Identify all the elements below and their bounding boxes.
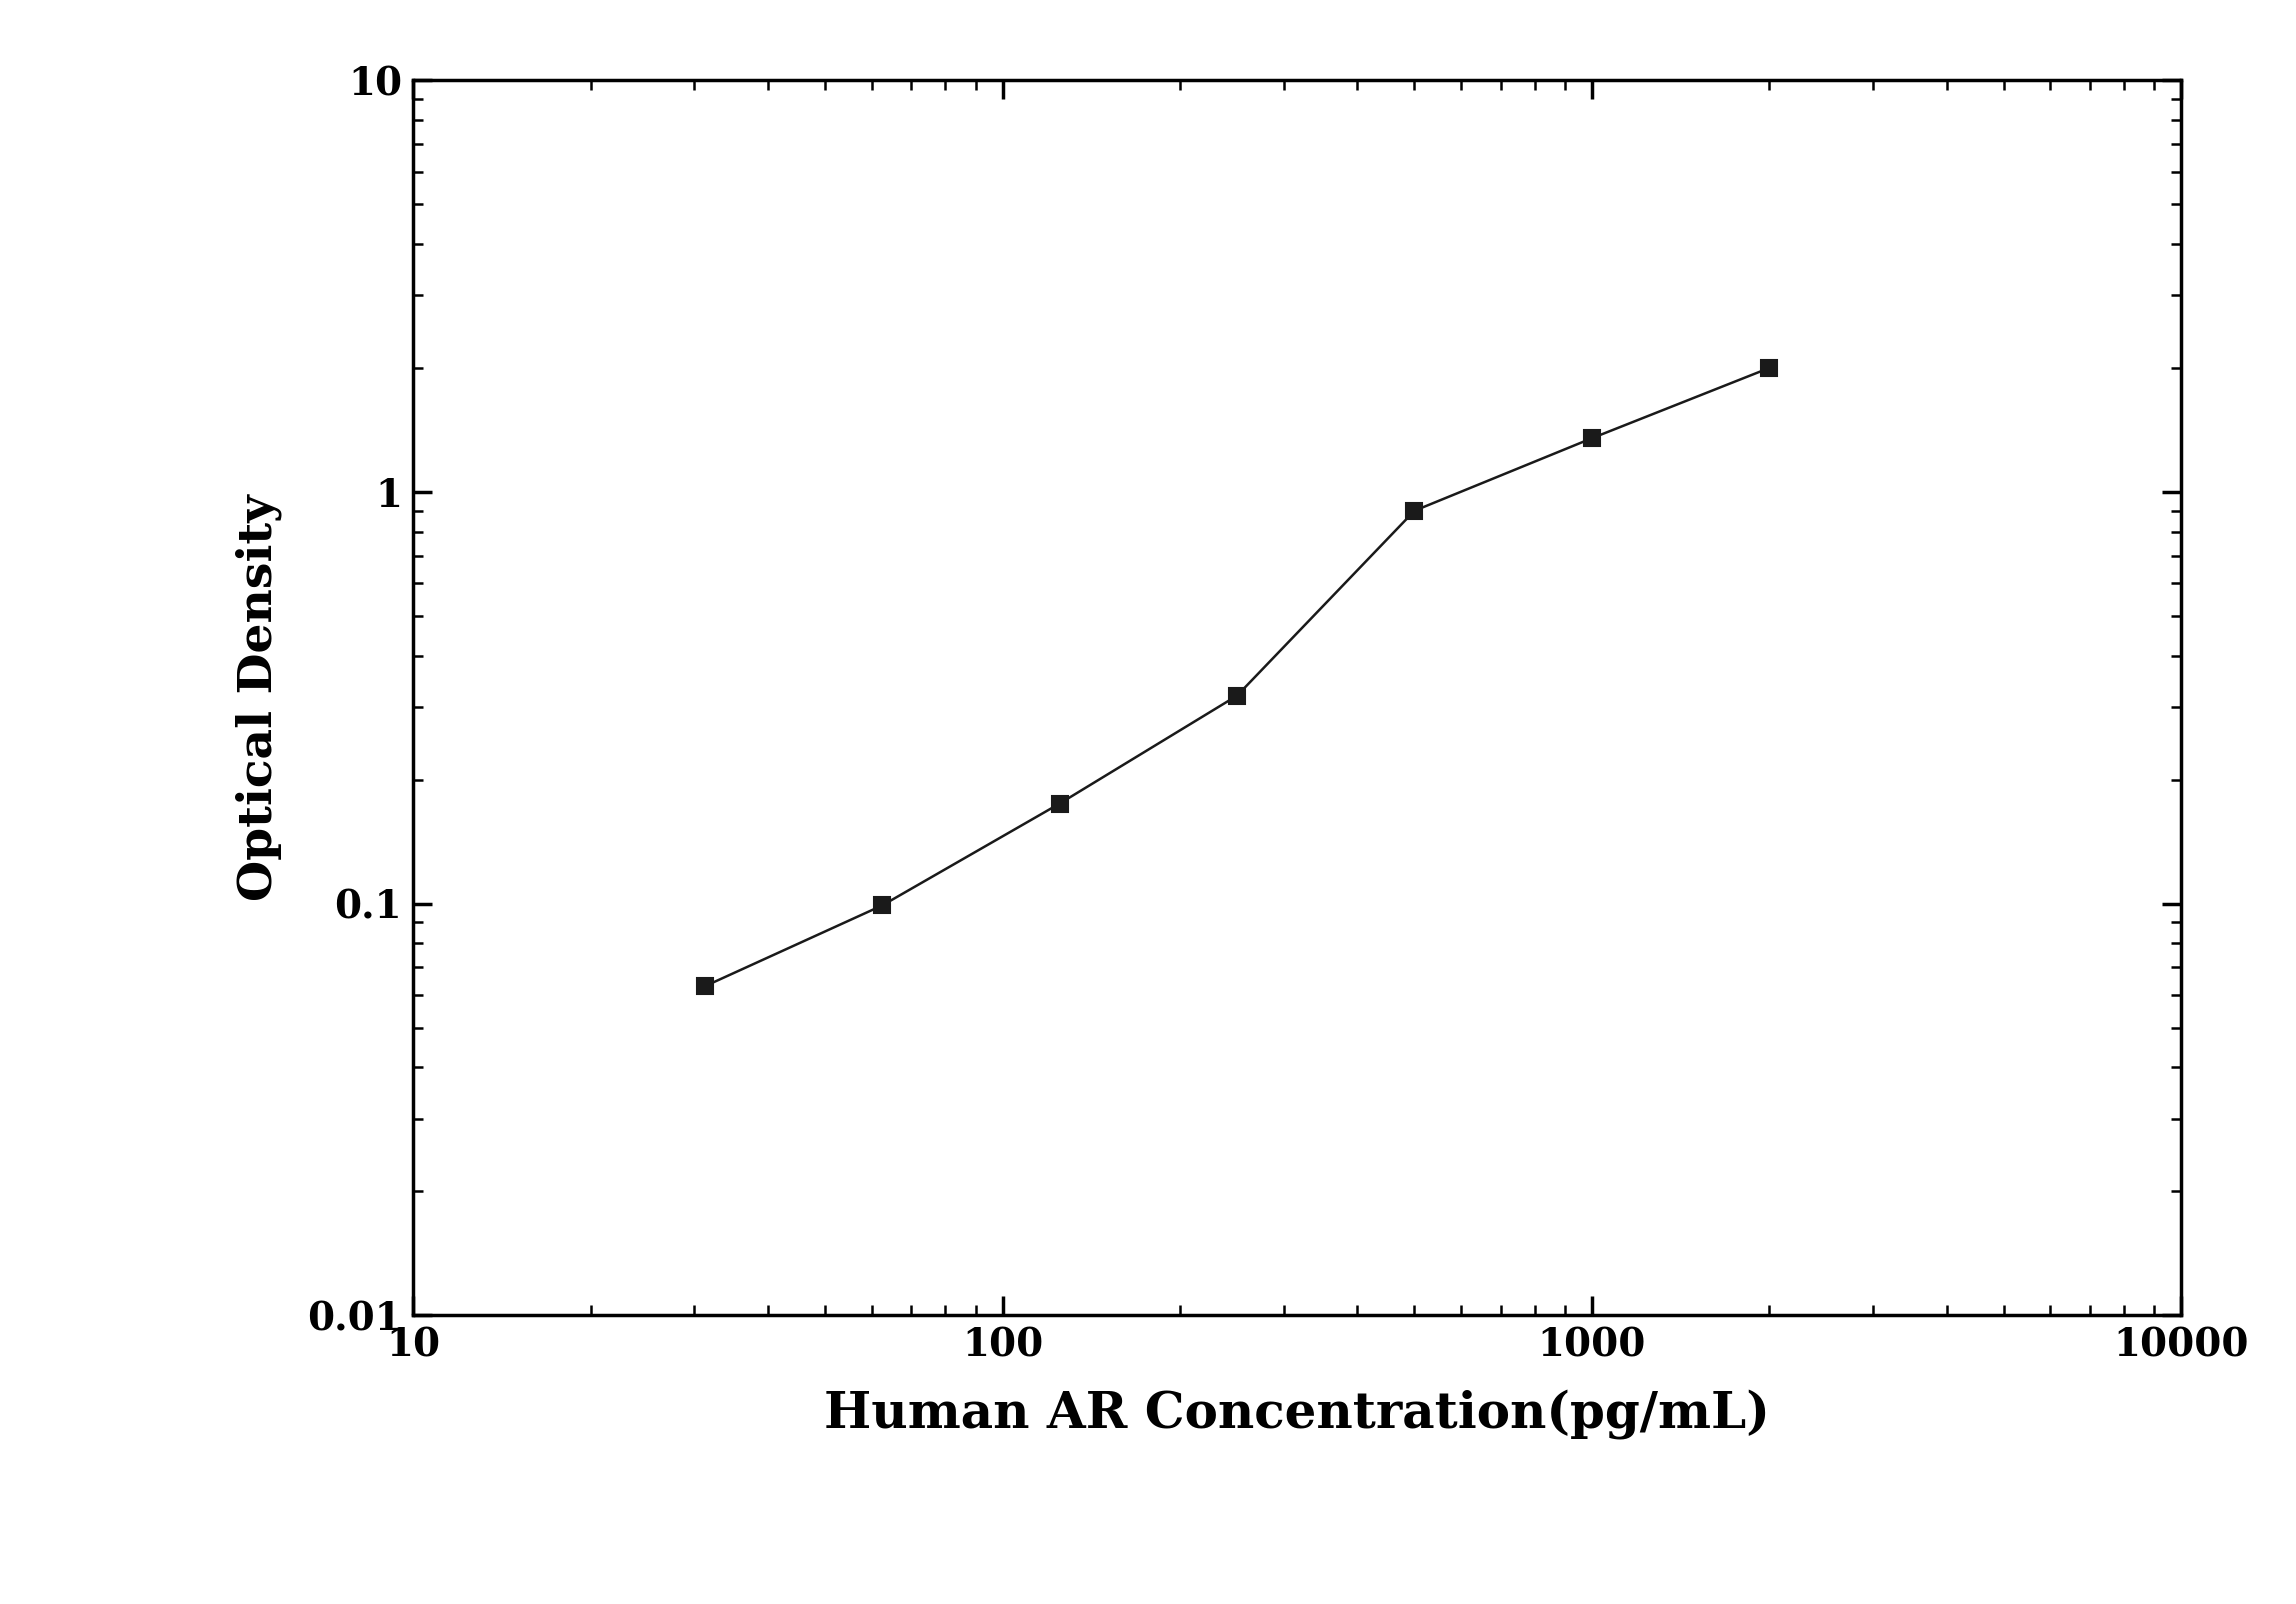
Y-axis label: Optical Density: Optical Density — [236, 494, 282, 901]
X-axis label: Human AR Concentration(pg/mL): Human AR Concentration(pg/mL) — [824, 1389, 1770, 1439]
